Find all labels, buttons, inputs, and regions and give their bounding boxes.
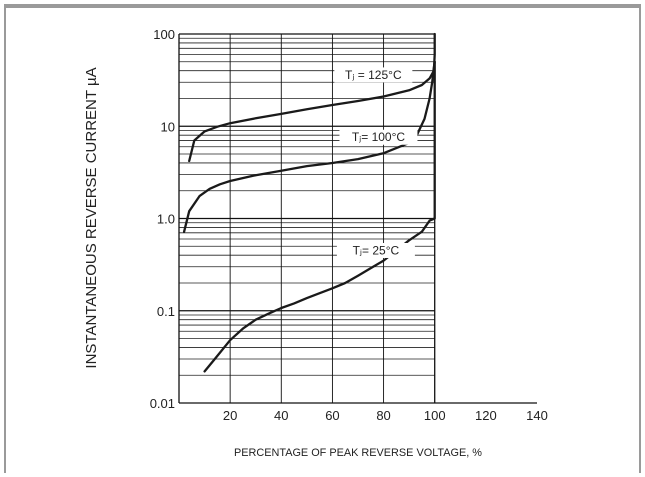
series-line-3 <box>203 60 436 373</box>
curve-label-2: Tⱼ= 100°C <box>352 130 406 144</box>
y-tick-label: 0.1 <box>157 304 175 319</box>
y-tick-label: 1.0 <box>157 212 175 227</box>
series-line-1 <box>188 32 436 163</box>
x-tick-label: 100 <box>424 408 446 423</box>
x-tick-label: 120 <box>475 408 497 423</box>
x-tick-label: 60 <box>325 408 339 423</box>
curve-label-1: Tⱼ = 125°C <box>345 68 402 82</box>
curves <box>182 32 436 373</box>
y-tick-label: 100 <box>153 27 175 42</box>
chart-frame <box>4 4 641 473</box>
y-tick-label: 10 <box>161 119 175 134</box>
x-tick-label: 40 <box>274 408 288 423</box>
curve-label-bg <box>336 242 415 258</box>
major-gridlines <box>178 33 537 404</box>
minor-gridlines <box>179 37 435 376</box>
series-line-2 <box>182 60 436 233</box>
x-tick-label: 140 <box>526 408 548 423</box>
y-axis-label: INSTANTANEOUS REVERSE CURRENT µA <box>83 67 100 368</box>
x-tick-label: 20 <box>223 408 237 423</box>
y-tick-label: 0.01 <box>150 396 175 411</box>
curve-label-bg <box>339 129 418 145</box>
x-tick-label: 80 <box>376 408 390 423</box>
curve-label-3: Tⱼ= 25°C <box>353 243 400 257</box>
x-axis-label: PERCENTAGE OF PEAK REVERSE VOLTAGE, % <box>234 447 482 459</box>
curve-label-bg <box>334 67 413 83</box>
tick-labels: 20 40 60 80 100 120 140 0.01 0.1 1.0 10 100 <box>150 27 548 423</box>
curve-labels: Tⱼ = 125°C Tⱼ= 100°C Tⱼ= 25°C <box>334 67 418 258</box>
